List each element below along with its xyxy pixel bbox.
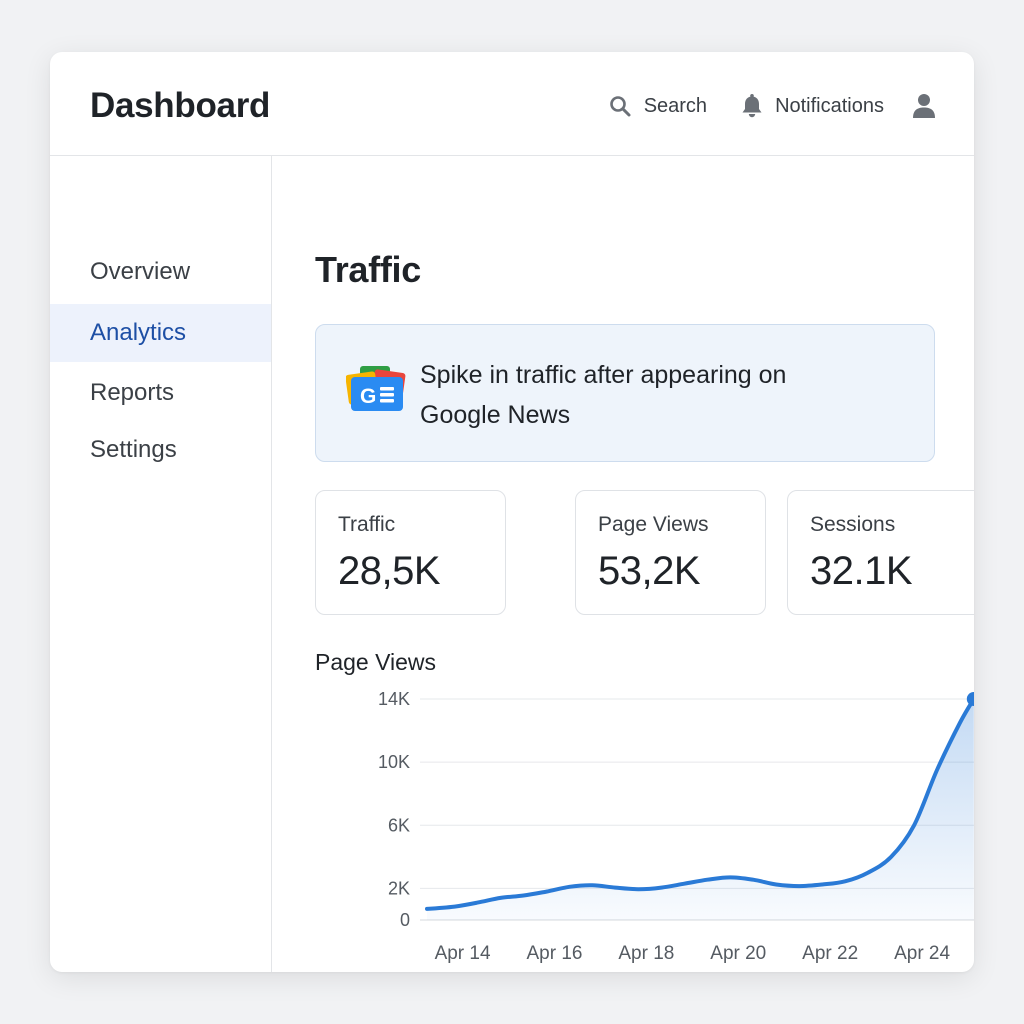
series-line bbox=[425, 697, 974, 911]
header: Dashboard Search Notifications bbox=[50, 52, 974, 156]
page-title: Traffic bbox=[315, 249, 421, 290]
stat-label: Page Views bbox=[598, 513, 709, 536]
search-label: Search bbox=[643, 94, 708, 117]
x-tick-label: Apr 24 bbox=[894, 943, 950, 964]
x-tick-label: Apr 18 bbox=[618, 943, 674, 964]
stat-label: Sessions bbox=[810, 513, 896, 536]
search-button[interactable]: Search bbox=[608, 94, 707, 118]
stat-card-page-views: Page Views 53,2K bbox=[575, 490, 766, 615]
notifications-label: Notifications bbox=[775, 94, 884, 117]
chart-title: Page Views bbox=[315, 649, 437, 675]
y-tick-label: 2K bbox=[388, 878, 410, 898]
stat-card-traffic: Traffic 28,5K bbox=[315, 490, 506, 615]
bell-icon bbox=[742, 94, 762, 118]
svg-text:G: G bbox=[360, 385, 376, 408]
sidebar: Overview Analytics Reports Settings bbox=[50, 156, 272, 972]
y-tick-label: 10K bbox=[378, 752, 410, 772]
sidebar-item-analytics[interactable]: Analytics bbox=[50, 304, 271, 362]
traffic-alert: G Spike in traffic after appearing on Go… bbox=[315, 324, 935, 462]
sidebar-item-overview[interactable]: Overview bbox=[50, 243, 271, 301]
sidebar-item-label: Settings bbox=[90, 436, 177, 463]
app-title: Dashboard bbox=[90, 86, 271, 125]
sidebar-item-label: Reports bbox=[90, 379, 175, 406]
dashboard-window: Dashboard Search Notifications bbox=[50, 52, 974, 972]
stat-value: 53,2K bbox=[598, 549, 701, 593]
y-tick-label: 14K bbox=[378, 689, 410, 709]
header-actions: Search Notifications bbox=[608, 90, 936, 122]
end-point-marker bbox=[966, 692, 974, 706]
stat-card-sessions: Sessions 32.1K bbox=[787, 490, 974, 615]
stat-value: 28,5K bbox=[338, 549, 441, 593]
user-icon bbox=[913, 94, 935, 118]
x-tick-label: Apr 16 bbox=[526, 943, 582, 964]
stat-value: 32.1K bbox=[810, 549, 913, 593]
stat-label: Traffic bbox=[338, 513, 396, 536]
y-tick-label: 6K bbox=[388, 815, 410, 835]
sidebar-item-label: Analytics bbox=[90, 319, 187, 346]
sidebar-item-reports[interactable]: Reports bbox=[50, 364, 271, 422]
sidebar-item-label: Overview bbox=[90, 258, 191, 285]
page-views-chart: 14K 10K 6K 2K 0 Apr 14 Apr 16 Apr 18 Apr 20 Apr 2… bbox=[378, 689, 974, 964]
x-tick-label: Apr 22 bbox=[802, 943, 858, 964]
series-area bbox=[427, 699, 974, 920]
y-tick-label: 0 bbox=[400, 910, 410, 930]
search-icon bbox=[609, 96, 631, 117]
alert-text: Spike in traffic after appearing on Goog… bbox=[420, 361, 787, 429]
x-tick-label: Apr 14 bbox=[435, 943, 491, 964]
user-avatar[interactable] bbox=[912, 93, 936, 119]
google-news-icon: G bbox=[345, 366, 406, 421]
main-content: Traffic G Spike in traffic after appeari… bbox=[272, 156, 974, 972]
x-tick-label: Apr 20 bbox=[710, 943, 766, 964]
notifications-button[interactable]: Notifications bbox=[741, 93, 884, 119]
sidebar-item-settings[interactable]: Settings bbox=[50, 421, 271, 479]
